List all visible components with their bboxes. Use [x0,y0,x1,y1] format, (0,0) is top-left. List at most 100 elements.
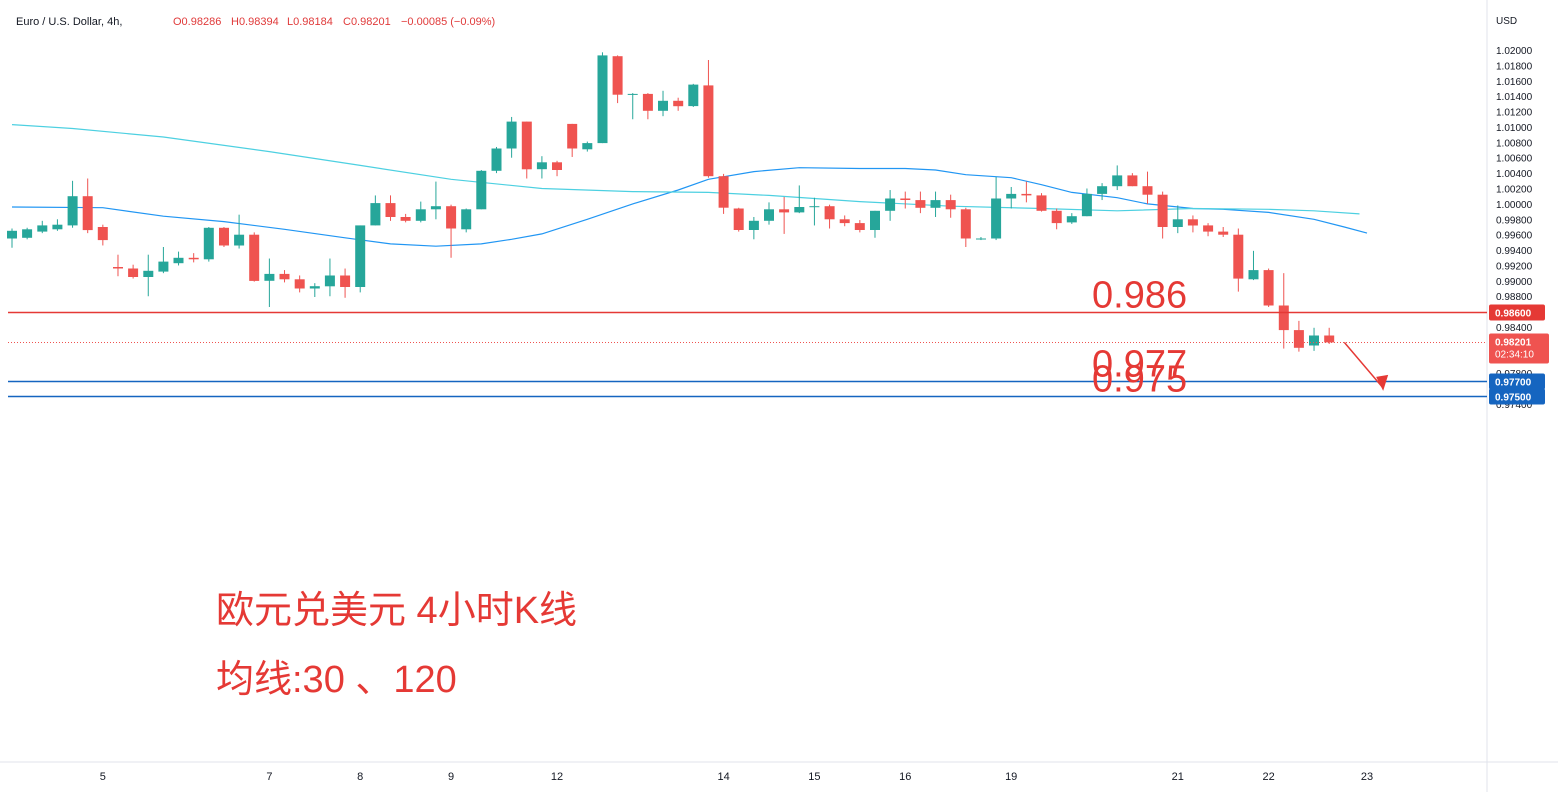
x-tick-label: 21 [1172,771,1184,783]
candle [991,176,1002,241]
candle [113,254,123,277]
candle-body [430,206,441,210]
candle [400,213,411,223]
candle [370,195,381,226]
candle-body [1309,335,1319,346]
candle [1278,273,1289,349]
candle [249,232,260,282]
candle-body [1006,193,1017,199]
candle-body [234,234,245,246]
candle-body [219,227,229,246]
candle [309,283,320,298]
candle-body [294,279,305,289]
candle-body [1097,186,1108,194]
candle [642,93,653,120]
candle [476,170,487,210]
candle-body [824,206,835,220]
y-tick-label: 1.01000 [1496,123,1533,134]
candle [97,224,108,246]
candle [279,270,290,283]
candle-body [385,203,396,217]
y-tick-label: 0.99600 [1496,231,1533,242]
candle-body [203,227,214,260]
candle-body [1187,219,1198,226]
annotation-title: 欧元兑美元 4小时K线 [216,590,577,632]
ohlc-low: L0.98184 [287,16,333,28]
y-tick-label: 1.02000 [1496,46,1533,57]
candle-body [1051,210,1062,224]
candle [809,197,820,226]
candle-body [733,208,744,230]
candle [658,90,668,117]
candle-body [158,261,169,272]
candle [627,93,638,120]
candle-body [249,234,260,281]
y-tick-label: 0.98400 [1496,323,1533,334]
y-tick-label: 0.99200 [1496,262,1533,273]
candle [446,204,457,258]
candle [203,226,214,262]
candle [82,178,93,234]
candle-body [506,121,517,149]
candle-body [991,198,1002,239]
candle [915,191,926,214]
candle-body [1233,234,1244,279]
candle [1127,173,1138,187]
candle [1097,183,1108,201]
candle-body [703,85,714,177]
candle [521,121,532,179]
candle-body [324,275,335,287]
ohlc-close: C0.98201 [343,16,391,28]
candle-body [37,225,48,232]
candle [688,83,699,107]
candle-body [794,207,805,213]
candle [900,191,911,209]
candle-body [945,200,956,210]
candle [779,196,790,234]
candle [854,220,865,233]
candle [673,97,684,111]
candle-body [279,273,290,280]
candle [52,219,63,231]
candle [506,116,517,158]
candle [582,141,593,152]
candle [158,246,169,274]
x-tick-label: 5 [100,771,106,783]
candle [839,215,850,227]
candle-body [582,143,593,150]
forecast-arrow-shaft [1343,341,1383,388]
candle-body [22,229,33,238]
x-tick-label: 7 [266,771,272,783]
candle [461,208,472,233]
candle-body [1293,330,1304,348]
candle [1051,208,1062,230]
candle [1187,215,1198,233]
candle [794,185,805,214]
candle-body [930,200,941,208]
candle-body [400,217,411,221]
level-badge-text: 0.98600 [1495,309,1532,320]
candle [1172,205,1183,234]
countdown-value: 02:34:10 [1495,350,1534,361]
candle [718,173,729,214]
time-axis[interactable]: 5 7 8 9 12 14 15 16 19 21 22 23 [100,771,1373,783]
candle-body [1142,186,1153,195]
candle [385,195,396,221]
candle [173,251,184,266]
y-tick-label: 1.01600 [1496,77,1533,88]
x-tick-label: 15 [808,771,820,783]
candle [340,268,351,298]
symbol-title[interactable]: Euro / U.S. Dollar, 4h, [16,16,122,28]
candle [748,216,759,240]
candle [355,225,366,293]
y-tick-label: 1.00600 [1496,154,1533,165]
candle-body [264,273,275,281]
x-tick-label: 16 [899,771,911,783]
candle-body [309,286,320,289]
currency-label: USD [1496,16,1517,27]
x-tick-label: 12 [551,771,563,783]
candle-body [1218,231,1229,235]
